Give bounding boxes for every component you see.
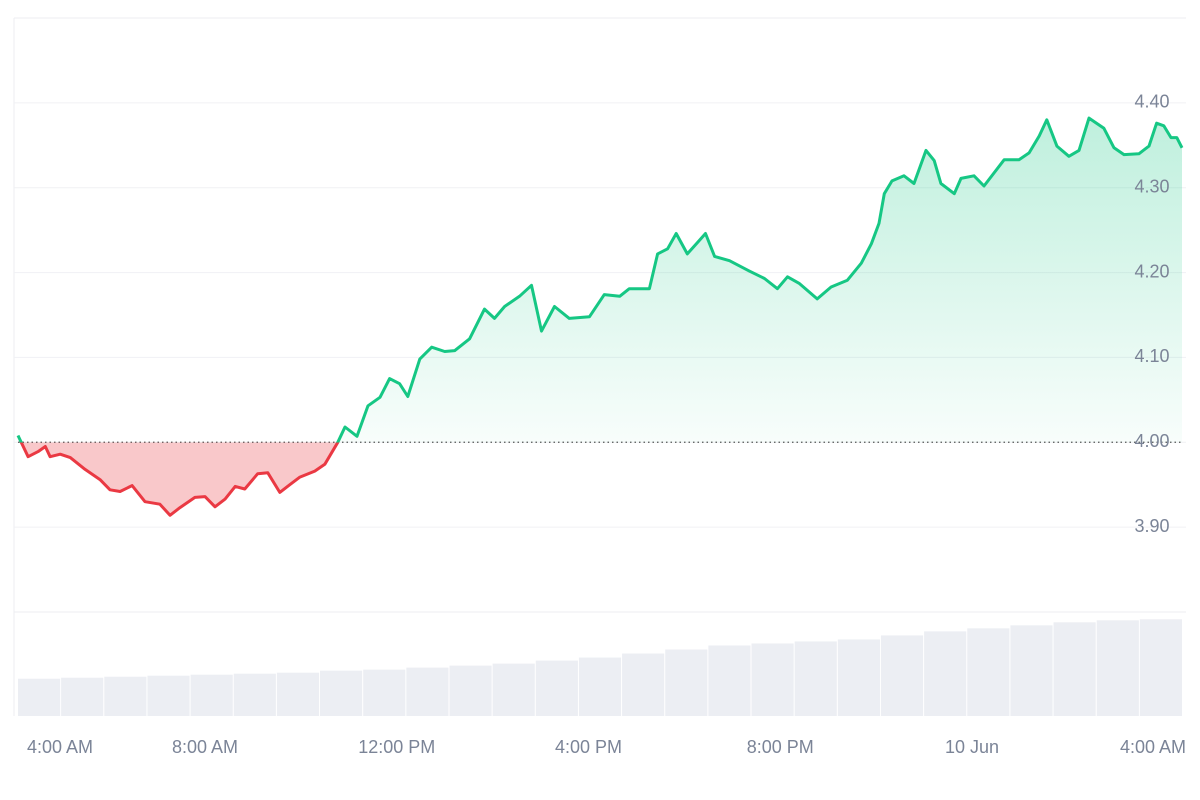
y-tick-label: 4.10 bbox=[1134, 346, 1169, 366]
volume-bar bbox=[104, 676, 147, 716]
volume-bar bbox=[578, 657, 622, 716]
y-tick-label: 4.30 bbox=[1134, 176, 1169, 196]
x-tick-label: 4:00 AM bbox=[1120, 737, 1186, 757]
volume-bar bbox=[665, 649, 708, 716]
volume-bar bbox=[535, 660, 578, 716]
volume-bar bbox=[924, 631, 967, 716]
volume-bar bbox=[837, 639, 880, 716]
x-tick-label: 4:00 AM bbox=[27, 737, 93, 757]
volume-bar bbox=[708, 645, 751, 716]
x-tick-label: 8:00 AM bbox=[172, 737, 238, 757]
volume-bar bbox=[492, 663, 535, 716]
volume-bar bbox=[233, 673, 276, 716]
volume-bar bbox=[880, 635, 924, 716]
y-tick-label: 4.40 bbox=[1134, 92, 1169, 112]
volume-bar bbox=[190, 674, 233, 716]
x-tick-label: 4:00 PM bbox=[555, 737, 622, 757]
volume-bar bbox=[18, 678, 61, 716]
price-line bbox=[16, 116, 1184, 517]
volume-bar bbox=[1010, 625, 1053, 716]
volume-bar bbox=[622, 653, 665, 716]
volume-bar bbox=[147, 675, 190, 716]
y-tick-label: 3.90 bbox=[1134, 516, 1169, 536]
volume-bar bbox=[967, 628, 1010, 716]
volume-bar bbox=[1096, 620, 1139, 716]
volume-bar bbox=[1139, 619, 1182, 716]
y-tick-label: 4.20 bbox=[1134, 261, 1169, 281]
volume-bar bbox=[363, 669, 406, 716]
x-tick-label: 10 Jun bbox=[945, 737, 999, 757]
volume-bar bbox=[61, 677, 104, 716]
volume-bar bbox=[276, 672, 320, 716]
volume-bar bbox=[1053, 622, 1096, 716]
y-tick-label: 4.00 bbox=[1134, 431, 1169, 451]
price-area bbox=[18, 118, 1182, 516]
volume-bar bbox=[751, 643, 794, 716]
volume-bar bbox=[449, 665, 492, 716]
x-tick-label: 8:00 PM bbox=[747, 737, 814, 757]
volume-bar bbox=[320, 670, 363, 716]
volume-bar bbox=[406, 667, 449, 716]
volume-bar bbox=[794, 641, 837, 716]
x-tick-label: 12:00 PM bbox=[358, 737, 435, 757]
